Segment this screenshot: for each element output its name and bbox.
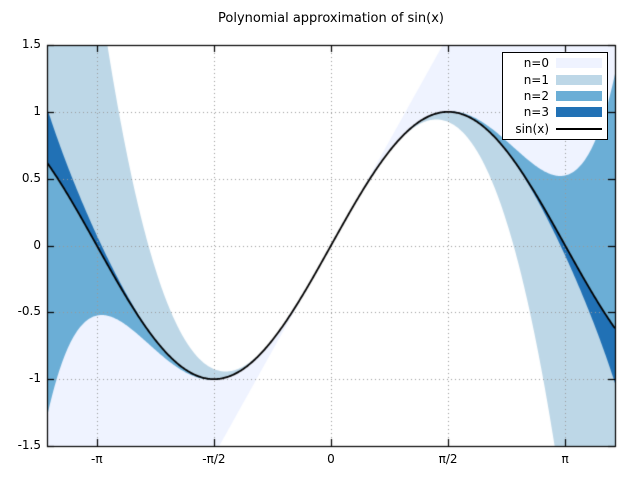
legend-label-n3: n=3 [523,105,549,120]
legend-swatch-n1 [556,74,602,85]
chart-title: Polynomial approximation of sin(x) [218,11,444,26]
legend-label-n0: n=0 [523,56,549,71]
legend: n=0 n=1 n=2 n=3 sin(x) [502,52,608,140]
legend-label-sinx: sin(x) [515,121,549,136]
legend-item-sinx: sin(x) [503,121,607,137]
legend-swatch-n2 [556,90,602,101]
legend-label-n1: n=1 [523,72,549,87]
legend-swatch-n0 [556,58,602,69]
legend-line-sample-sinx [556,124,602,134]
legend-item-n0: n=0 [503,55,607,71]
legend-item-n1: n=1 [503,72,607,88]
legend-swatch-n3 [556,107,602,118]
legend-item-n2: n=2 [503,88,607,104]
legend-item-n3: n=3 [503,104,607,120]
legend-label-n2: n=2 [523,88,549,103]
